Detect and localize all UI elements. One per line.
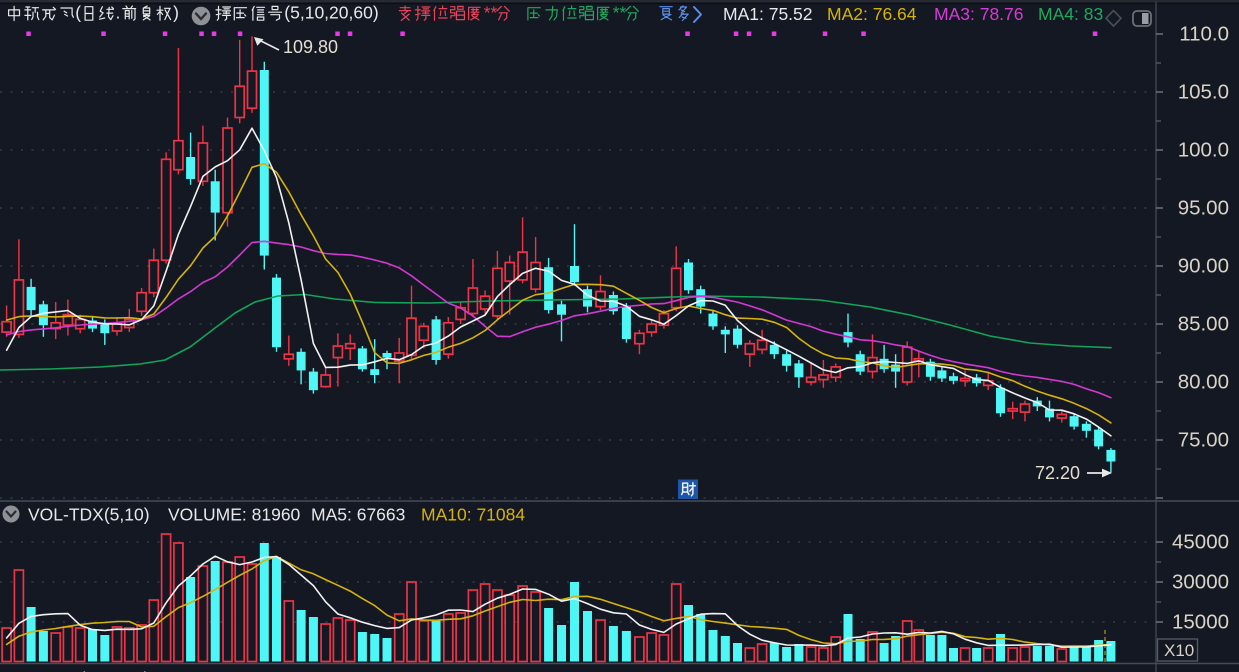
svg-text:110.0: 110.0	[1179, 23, 1229, 46]
svg-text:**: **	[484, 2, 498, 22]
svg-text:(5,10,20,60): (5,10,20,60)	[284, 2, 378, 22]
svg-text:VOLUME: 81960: VOLUME: 81960	[168, 505, 301, 525]
svg-text:MA4: 83: MA4: 83	[1038, 4, 1103, 24]
svg-text:MA3: 78.76: MA3: 78.76	[934, 4, 1024, 24]
svg-text:95.00: 95.00	[1178, 197, 1229, 220]
svg-text:MA1: 75.52: MA1: 75.52	[723, 4, 813, 24]
svg-text:.: .	[116, 2, 121, 22]
svg-text:105.0: 105.0	[1178, 81, 1229, 104]
svg-text:90.00: 90.00	[1178, 255, 1229, 278]
svg-text:15000: 15000	[1172, 611, 1229, 634]
svg-text:MACD(12,26,9) DIF: -2.19: MACD(12,26,9) DIF: -2.19	[28, 668, 232, 672]
svg-text:MACD: -0.51: MACD: -0.51	[370, 668, 471, 672]
svg-text:75.00: 75.00	[1178, 429, 1229, 452]
svg-text:45000: 45000	[1172, 531, 1229, 554]
svg-text:**: **	[613, 2, 627, 22]
svg-text:109.80: 109.80	[283, 37, 338, 57]
svg-text:100.0: 100.0	[1178, 139, 1229, 162]
svg-text:MA10: 71084: MA10: 71084	[421, 505, 525, 525]
svg-text:85.00: 85.00	[1178, 313, 1229, 336]
svg-text:DEA: -1.93: DEA: -1.93	[262, 668, 348, 672]
svg-text:(: (	[75, 2, 81, 22]
svg-text:72.20: 72.20	[1035, 463, 1080, 483]
svg-text:MA5: 67663: MA5: 67663	[311, 505, 405, 525]
svg-text:X10: X10	[1164, 641, 1194, 660]
svg-text:80.00: 80.00	[1178, 371, 1229, 394]
svg-text:VOL-TDX(5,10): VOL-TDX(5,10)	[28, 505, 150, 525]
svg-text:MA2: 76.64: MA2: 76.64	[827, 4, 917, 24]
svg-text:30000: 30000	[1172, 571, 1229, 594]
svg-text:): )	[173, 2, 179, 22]
